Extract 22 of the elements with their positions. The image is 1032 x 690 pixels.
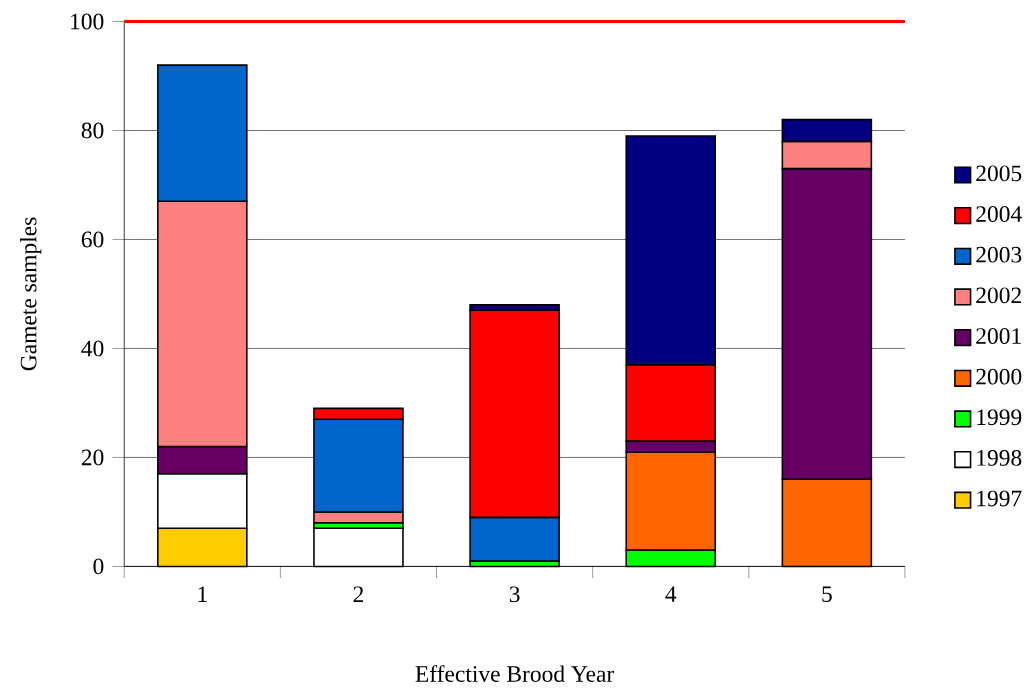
y-tick-label: 40 — [81, 340, 104, 357]
legend-label: 2002 — [976, 287, 1021, 304]
legend-label: 1998 — [977, 450, 1022, 466]
x-tick-label: 2 — [353, 586, 364, 603]
legend-label: 2003 — [976, 246, 1022, 263]
y-tick-label: 0 — [93, 558, 104, 575]
legend-label: 1997 — [977, 490, 1022, 507]
legend-label: 2001 — [976, 328, 1021, 345]
x-tick-label: 3 — [509, 586, 520, 603]
legend-label: 1999 — [977, 409, 1022, 426]
x-tick-label: 1 — [198, 586, 207, 603]
legend-label: 2004 — [976, 206, 1022, 223]
x-axis-title: Effective Brood Year — [415, 665, 615, 683]
x-tick-label: 5 — [822, 586, 832, 603]
legend-label: 2005 — [976, 165, 1022, 182]
y-axis-title: Gamete samples — [20, 217, 42, 371]
x-tick-label: 4 — [665, 586, 677, 602]
y-tick-label: 80 — [81, 122, 104, 139]
y-tick-label: 100 — [71, 13, 104, 30]
y-tick-label: 20 — [81, 449, 104, 466]
y-tick-label: 60 — [81, 231, 104, 248]
legend-label: 2000 — [976, 368, 1022, 385]
